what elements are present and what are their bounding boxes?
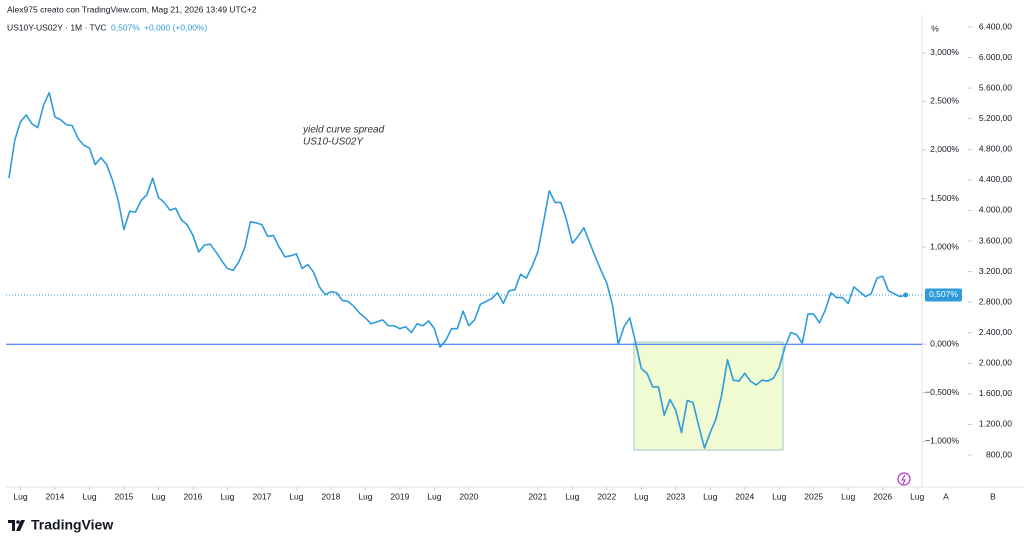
y2-tick-label: 2.800,00 [979,296,1012,306]
y2-tick-label: 3.200,00 [979,266,1012,276]
y2-tick-label: 4.800,00 [979,144,1012,154]
x-tick-label: Lug [910,491,924,501]
price-label-box [925,288,962,302]
x-tick-label: 2022 [597,491,616,501]
price-label: 0,507% [929,289,958,299]
x-tick-label: Lug [772,491,786,501]
brand: TradingView [31,517,113,533]
x-tick-label: 2020 [459,491,478,501]
scale-button[interactable]: B [990,491,996,501]
x-tick-label: 2019 [390,491,409,501]
y-tick-label: 1,500% [930,193,959,203]
x-tick-label: 2024 [735,491,754,501]
logo [8,520,25,531]
y-tick-label: 2,000% [930,144,959,154]
y2-tick-label: 1.200,00 [979,419,1012,429]
x-tick-label: Lug [703,491,717,501]
y2-tick-label: 5.200,00 [979,113,1012,123]
x-tick-label: Lug [82,491,96,501]
annotation: US10-US02Y [303,137,364,148]
alert-icon[interactable] [897,472,911,486]
y-tick-label: 3,000% [930,47,959,57]
y2-tick-label: 1.600,00 [979,388,1012,398]
x-tick-label: 2023 [666,491,685,501]
x-tick-label: Lug [220,491,234,501]
x-tick-label: Lug [427,491,441,501]
series-line [8,91,906,449]
y-tick-label: 2,500% [930,96,959,106]
y-tick-label: −1,000% [925,436,959,446]
y2-tick-label: 2.400,00 [979,327,1012,337]
y2-tick-label: 6.000,00 [979,52,1012,62]
x-tick-label: Lug [151,491,165,501]
y2-tick-label: 3.600,00 [979,235,1012,245]
y2-tick-label: 4.000,00 [979,205,1012,215]
scale-button[interactable]: A [943,491,949,501]
y-tick-label: 1,000% [930,241,959,251]
highlight-box [633,341,784,451]
y2-tick-label: 5.600,00 [979,82,1012,92]
x-tick-label: 2014 [46,491,65,501]
x-tick-label: 2018 [321,491,340,501]
x-tick-label: 2016 [183,491,202,501]
y-unit: % [931,23,939,33]
x-tick-label: 2021 [528,491,547,501]
y-tick-label: −0,500% [925,387,959,397]
change: +0,000 (+0,00%) [144,22,207,32]
last-value: 0,507% [111,22,140,32]
x-tick-label: 2015 [114,491,133,501]
y2-tick-label: 4.400,00 [979,174,1012,184]
x-tick-label: Lug [634,491,648,501]
last-point [903,292,909,298]
author-line: Alex975 creato con TradingView.com, Mag … [7,4,257,14]
y2-tick-label: 6.400,00 [979,21,1012,31]
y-tick-label: 0,000% [930,338,959,348]
x-tick-label: 2025 [804,491,823,501]
y2-tick-label: 2.000,00 [979,358,1012,368]
x-tick-label: 2017 [252,491,271,501]
annotation: yield curve spread [302,125,385,136]
x-tick-label: Lug [565,491,579,501]
x-tick-label: Lug [841,491,855,501]
x-tick-label: Lug [358,491,372,501]
y2-tick-label: 800,00 [986,449,1012,459]
x-tick-label: Lug [289,491,303,501]
x-tick-label: 2026 [873,491,892,501]
x-tick-label: Lug [13,491,27,501]
symbol: US10Y-US02Y · 1M · TVC [7,22,107,32]
alert-icon-bolt [901,474,906,485]
